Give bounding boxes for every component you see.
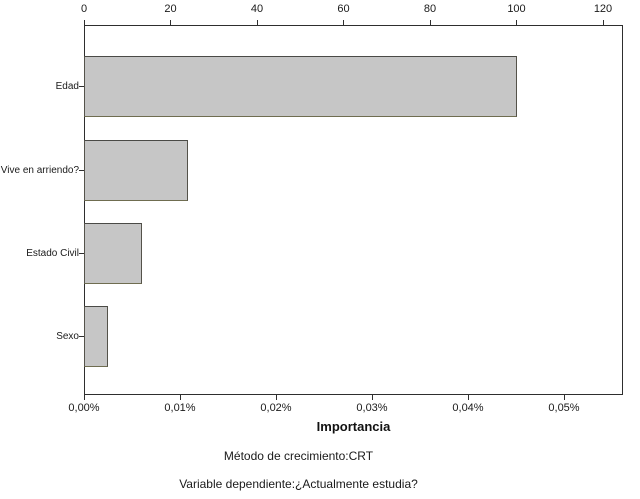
category-axis-tick: [79, 253, 84, 254]
footnote-growth-method: Método de crecimiento:CRT: [223, 449, 374, 463]
top-axis-tick-label: 100: [507, 3, 526, 15]
category-axis-tick: [79, 86, 84, 87]
bar: [84, 56, 517, 117]
top-axis-tick: [343, 20, 344, 25]
bar: [84, 140, 188, 201]
top-axis-tick: [170, 20, 171, 25]
bar: [84, 306, 108, 367]
top-axis-tick: [602, 20, 604, 25]
bottom-axis-tick-label: 0,01%: [164, 402, 196, 414]
category-label: Sexo: [56, 330, 79, 342]
x-axis-title: Importancia: [316, 419, 391, 434]
bottom-axis-tick: [371, 395, 373, 400]
bottom-axis-tick: [275, 395, 277, 400]
top-axis-tick: [516, 20, 517, 25]
top-axis-tick: [256, 20, 258, 25]
footnote-dependent-variable: Variable dependiente:¿Actualmente estudi…: [179, 477, 418, 491]
top-axis-tick-label: 120: [593, 3, 613, 15]
bottom-axis-tick-label: 0,02%: [260, 402, 292, 414]
top-axis-tick-label: 40: [250, 3, 264, 15]
top-axis-tick-label: 20: [164, 3, 177, 15]
bottom-axis-tick-label: 0,05%: [548, 402, 580, 414]
category-axis-tick: [79, 336, 84, 337]
category-label: Edad: [55, 80, 79, 92]
bottom-axis-tick: [83, 395, 85, 400]
bottom-axis-tick: [563, 395, 565, 400]
top-axis-tick: [83, 20, 85, 25]
top-axis-tick-label: 60: [337, 3, 350, 15]
bottom-axis-tick-label: 0,00%: [68, 402, 100, 414]
top-axis-tick-label: 0: [80, 3, 88, 15]
bottom-axis-tick-label: 0,03%: [356, 402, 388, 414]
bottom-axis-tick: [467, 395, 469, 400]
bottom-axis-tick: [179, 395, 181, 400]
bar: [84, 223, 142, 284]
category-label: Estado Civil: [26, 247, 79, 259]
top-axis-tick-label: 80: [423, 3, 437, 15]
bottom-axis-tick-label: 0,04%: [452, 402, 484, 414]
category-label: Vive en arriendo?: [0, 164, 79, 176]
category-axis-tick: [79, 170, 84, 171]
top-axis-tick: [429, 20, 431, 25]
